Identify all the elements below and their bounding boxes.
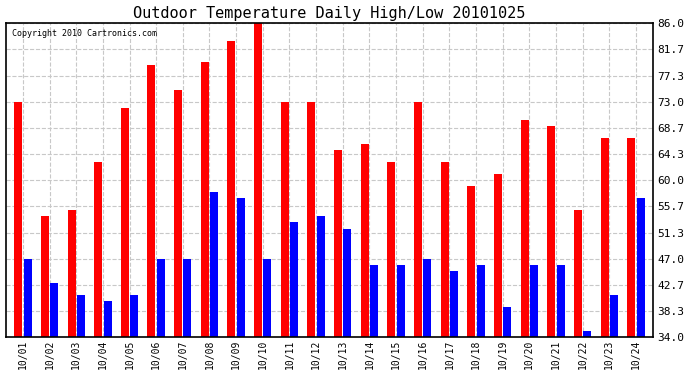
Bar	[583, 331, 591, 337]
Bar	[441, 162, 449, 337]
Bar	[308, 102, 315, 337]
Bar	[50, 283, 58, 337]
Bar	[254, 23, 262, 337]
Bar	[397, 265, 405, 337]
Bar	[121, 108, 129, 337]
Bar	[477, 265, 484, 337]
Bar	[610, 295, 618, 337]
Bar	[157, 259, 165, 337]
Bar	[424, 259, 431, 337]
Title: Outdoor Temperature Daily High/Low 20101025: Outdoor Temperature Daily High/Low 20101…	[133, 6, 526, 21]
Text: Copyright 2010 Cartronics.com: Copyright 2010 Cartronics.com	[12, 29, 157, 38]
Bar	[387, 162, 395, 337]
Bar	[201, 62, 209, 337]
Bar	[174, 90, 182, 337]
Bar	[281, 102, 289, 337]
Bar	[228, 41, 235, 337]
Bar	[414, 102, 422, 337]
Bar	[334, 150, 342, 337]
Bar	[521, 120, 529, 337]
Bar	[210, 192, 218, 337]
Bar	[184, 259, 192, 337]
Bar	[361, 144, 368, 337]
Bar	[494, 174, 502, 337]
Bar	[148, 65, 155, 337]
Bar	[94, 162, 102, 337]
Bar	[344, 228, 351, 337]
Bar	[130, 295, 138, 337]
Bar	[264, 259, 271, 337]
Bar	[450, 271, 458, 337]
Bar	[77, 295, 85, 337]
Bar	[547, 126, 555, 337]
Bar	[290, 222, 298, 337]
Bar	[627, 138, 635, 337]
Bar	[317, 216, 325, 337]
Bar	[41, 216, 49, 337]
Bar	[237, 198, 245, 337]
Bar	[503, 307, 511, 337]
Bar	[14, 102, 22, 337]
Bar	[637, 198, 644, 337]
Bar	[23, 259, 32, 337]
Bar	[370, 265, 378, 337]
Bar	[467, 186, 475, 337]
Bar	[600, 138, 609, 337]
Bar	[104, 301, 112, 337]
Bar	[557, 265, 564, 337]
Bar	[68, 210, 75, 337]
Bar	[574, 210, 582, 337]
Bar	[530, 265, 538, 337]
